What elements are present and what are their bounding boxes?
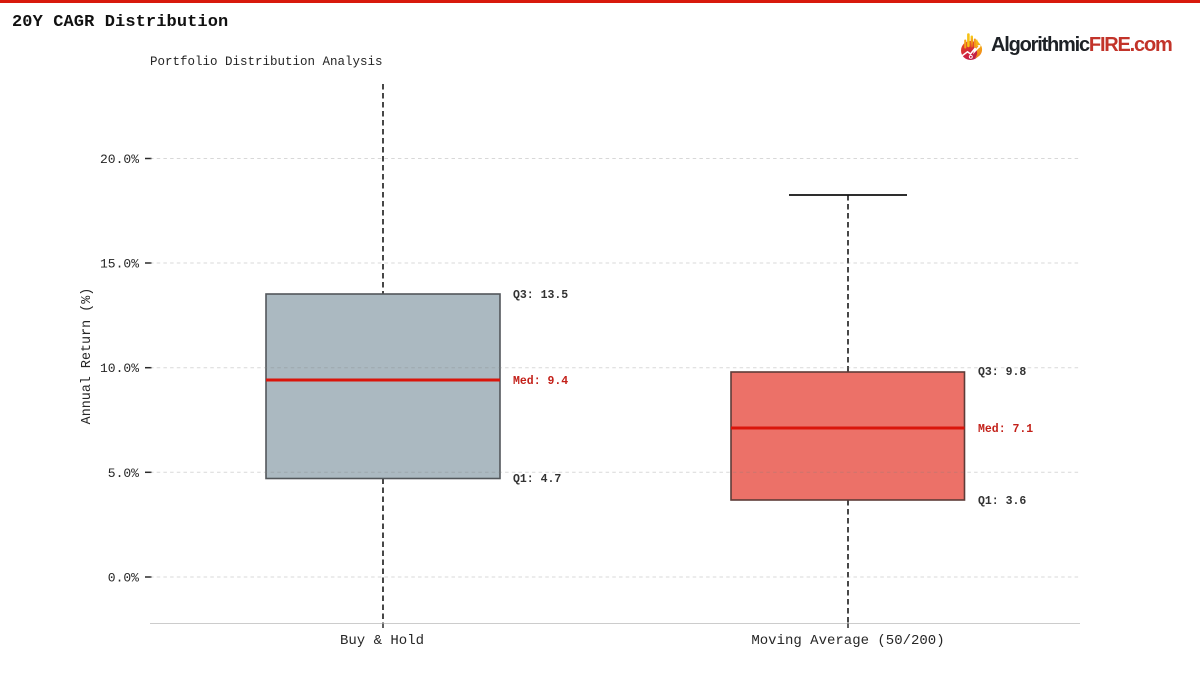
svg-text:Med: 9.4: Med: 9.4 bbox=[513, 375, 568, 388]
svg-text:20.0%: 20.0% bbox=[100, 152, 139, 167]
svg-text:Q1: 3.6: Q1: 3.6 bbox=[978, 495, 1026, 508]
svg-text:0.0%: 0.0% bbox=[108, 571, 139, 586]
svg-text:Q1: 4.7: Q1: 4.7 bbox=[513, 473, 561, 486]
svg-text:Portfolio Distribution Analysi: Portfolio Distribution Analysis bbox=[150, 55, 383, 69]
svg-text:Buy & Hold: Buy & Hold bbox=[340, 633, 424, 649]
svg-text:Q3: 9.8: Q3: 9.8 bbox=[978, 366, 1026, 379]
svg-text:Med: 7.1: Med: 7.1 bbox=[978, 423, 1033, 436]
svg-text:15.0%: 15.0% bbox=[100, 257, 139, 272]
svg-text:Moving Average (50/200): Moving Average (50/200) bbox=[751, 633, 944, 649]
svg-text:Annual Return (%): Annual Return (%) bbox=[80, 288, 95, 425]
svg-text:Q3: 13.5: Q3: 13.5 bbox=[513, 289, 568, 302]
svg-text:10.0%: 10.0% bbox=[100, 361, 139, 376]
svg-text:5.0%: 5.0% bbox=[108, 466, 139, 481]
